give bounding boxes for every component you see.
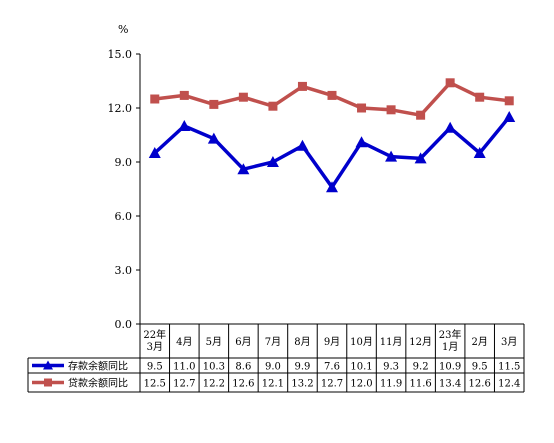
table-cell-value: 12.6 bbox=[232, 379, 254, 390]
data-point-triangle bbox=[473, 147, 486, 158]
table-cell-value: 12.7 bbox=[321, 379, 343, 390]
data-point-triangle bbox=[266, 156, 279, 167]
data-point-square bbox=[445, 78, 455, 88]
table-cell-value: 8.6 bbox=[235, 362, 251, 373]
x-tick-label: 4月 bbox=[176, 336, 192, 348]
legend-label: 存款余额同比 bbox=[68, 360, 128, 373]
series-lines bbox=[148, 78, 516, 193]
legend-label: 贷款余额同比 bbox=[68, 377, 128, 390]
table-cell-value: 11.5 bbox=[498, 362, 520, 373]
y-tick-label: 3.0 bbox=[115, 264, 133, 277]
data-point-square bbox=[416, 110, 426, 120]
data-point-triangle bbox=[355, 136, 368, 148]
data-point-square bbox=[209, 99, 219, 109]
table-cell-value: 9.0 bbox=[265, 362, 281, 373]
x-tick-label: 6月 bbox=[235, 336, 251, 348]
data-point-square bbox=[150, 94, 160, 104]
x-tick-label: 7月 bbox=[265, 336, 281, 348]
table-cell-value: 9.2 bbox=[413, 362, 429, 373]
x-tick-label: 5月 bbox=[206, 336, 222, 348]
data-point-triangle bbox=[296, 139, 309, 151]
table-cell-value: 10.1 bbox=[350, 362, 372, 373]
x-tick-label: 9月 bbox=[324, 336, 340, 348]
series-1 bbox=[148, 111, 516, 193]
table-cell-value: 12.5 bbox=[144, 379, 166, 390]
data-point-triangle bbox=[503, 111, 516, 122]
table-cell-value: 13.4 bbox=[439, 379, 461, 390]
data-point-square bbox=[238, 92, 248, 102]
legend-marker-square bbox=[44, 378, 52, 387]
series-2 bbox=[150, 78, 514, 120]
series-line bbox=[153, 115, 511, 189]
data-point-square bbox=[268, 101, 278, 111]
y-tick-label: 0.0 bbox=[115, 318, 133, 331]
table-cell-value: 12.1 bbox=[262, 379, 284, 390]
table-cell-value: 7.6 bbox=[324, 362, 340, 373]
x-tick-label: 10月 bbox=[350, 336, 373, 348]
data-point-square bbox=[504, 96, 514, 106]
table-cell-value: 11.0 bbox=[173, 362, 195, 373]
table-cell-value: 12.6 bbox=[469, 379, 491, 390]
data-point-triangle bbox=[414, 152, 427, 164]
legend-marker-triangle bbox=[43, 360, 53, 370]
data-point-square bbox=[386, 105, 396, 115]
table-cell-value: 12.4 bbox=[498, 379, 520, 390]
x-tick-label: 3月 bbox=[501, 336, 517, 348]
data-point-triangle bbox=[178, 120, 191, 131]
x-tick-label: 1月 bbox=[442, 341, 458, 353]
y-tick-label: 6.0 bbox=[115, 210, 133, 223]
table-cell-value: 10.3 bbox=[203, 362, 225, 373]
x-tick-label: 23年 bbox=[439, 328, 462, 341]
table-cell-value: 9.3 bbox=[383, 362, 399, 373]
table-cell-value: 12.7 bbox=[173, 379, 195, 390]
data-point-triangle bbox=[207, 132, 220, 144]
table-cell-value: 9.5 bbox=[147, 362, 163, 373]
data-point-triangle bbox=[326, 181, 338, 193]
table-cell-value: 11.9 bbox=[380, 379, 402, 390]
table-cell-value: 12.2 bbox=[203, 379, 225, 390]
data-point-triangle bbox=[385, 150, 398, 162]
data-point-square bbox=[179, 90, 189, 100]
table-cell-value: 9.5 bbox=[472, 362, 488, 373]
axes bbox=[136, 53, 141, 325]
data-point-triangle bbox=[148, 147, 161, 158]
data-point-square bbox=[475, 92, 485, 102]
y-tick-label: 12.0 bbox=[108, 102, 133, 115]
table-cell-value: 9.9 bbox=[295, 362, 311, 373]
x-tick-label: 8月 bbox=[294, 336, 310, 348]
data-point-square bbox=[357, 103, 367, 113]
table-cell-value: 12.0 bbox=[350, 379, 372, 390]
x-tick-label: 22年 bbox=[143, 328, 166, 341]
x-tick-label: 3月 bbox=[147, 341, 163, 353]
y-tick-labels: 0.0 3.0 6.0 9.0 12.0 15.0 bbox=[108, 48, 133, 331]
x-tick-label: 11月 bbox=[380, 336, 403, 348]
data-point-triangle bbox=[237, 163, 250, 175]
table-cell-value: 10.9 bbox=[439, 362, 461, 373]
x-tick-label: 12月 bbox=[409, 336, 432, 348]
y-axis-unit: % bbox=[118, 23, 128, 36]
data-point-triangle bbox=[444, 121, 457, 133]
data-point-square bbox=[297, 81, 307, 91]
table-cell-value: 13.2 bbox=[291, 379, 313, 390]
table-cell-value: 11.6 bbox=[409, 379, 431, 390]
y-tick-label: 15.0 bbox=[108, 48, 133, 61]
data-point-square bbox=[327, 90, 337, 100]
y-tick-label: 9.0 bbox=[115, 156, 133, 169]
x-tick-label: 2月 bbox=[472, 336, 488, 348]
